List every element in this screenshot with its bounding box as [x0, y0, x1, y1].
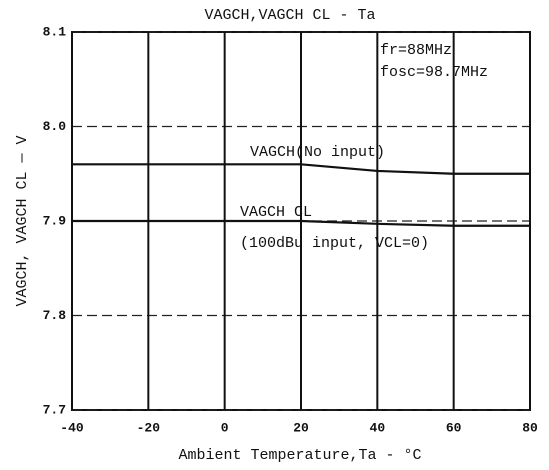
x-tick-label: 20 [293, 420, 309, 435]
y-tick-label: 8.1 [43, 24, 67, 39]
x-tick-label: 80 [522, 420, 538, 435]
x-tick-label: 40 [370, 420, 386, 435]
y-tick-label: 8.0 [43, 119, 67, 134]
annotation: fr=88MHz [380, 42, 452, 59]
y-tick-label: 7.7 [43, 402, 66, 417]
x-tick-label: 60 [446, 420, 462, 435]
annotation: (100dBu input, VCL=0) [240, 235, 429, 252]
data-line [72, 163, 530, 175]
series-label: VAGCH CL [240, 204, 312, 221]
x-tick-label: -40 [60, 420, 84, 435]
x-axis-label: Ambient Temperature,Ta - °C [178, 447, 421, 464]
x-tick-label: -20 [137, 420, 161, 435]
annotation: fosc=98.7MHz [380, 64, 488, 81]
y-axis-label: VAGCH, VAGCH CL — V [14, 135, 31, 306]
data-line [72, 219, 530, 227]
y-tick-label: 7.9 [43, 213, 67, 228]
y-tick-label: 7.8 [43, 308, 67, 323]
chart-title: VAGCH,VAGCH CL - Ta [204, 7, 375, 24]
series-label: VAGCH(No input) [250, 144, 385, 161]
x-tick-label: 0 [221, 420, 229, 435]
